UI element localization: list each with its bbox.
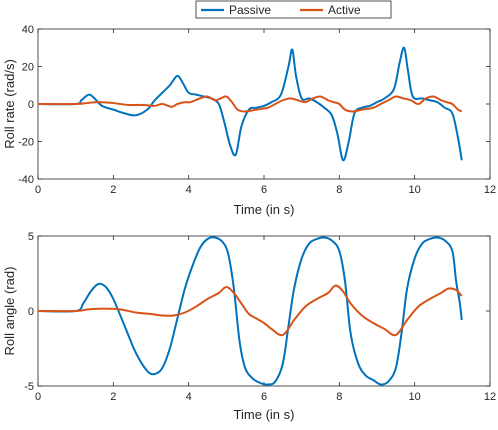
roll-angle-xtick-label: 12 [484,391,496,403]
roll-rate-axes-box [37,28,491,180]
roll-rate-xtick-label: 4 [186,184,192,196]
roll-rate-ylabel: Roll rate (rad/s) [2,59,17,149]
roll-rate-xtick-label: 10 [409,184,421,196]
roll-rate-ytick-label: 20 [22,62,34,74]
roll-angle-series-passive-line [37,236,463,386]
roll-angle-lines [37,236,463,386]
roll-rate-ytick-label: -20 [18,137,34,149]
roll-rate-ytick-label: 0 [28,99,34,111]
legend-label-active: Active [328,3,361,17]
roll-angle-xtick-label: 8 [336,391,342,403]
roll-rate-lines [37,46,463,162]
roll-angle-ytick-label: -5 [24,381,34,393]
roll-angle-ytick-label: 0 [28,306,34,318]
roll-angle-ylabel: Roll angle (rad) [2,267,17,356]
legend-box [195,0,392,19]
roll-rate-xtick-label: 12 [484,184,496,196]
legend: Passive Active [195,0,392,19]
roll-angle-plot: 0 2 4 6 8 10 12-505 Time (in s) Roll angle (ra… [2,231,496,422]
roll-rate-ytick-label: 40 [22,24,34,36]
roll-rate-series-active-line [37,95,463,113]
roll-angle-axes-box [37,235,491,387]
roll-angle-xlabel: Time (in s) [234,407,295,422]
roll-angle-ytick-label: 5 [28,231,34,243]
roll-rate-plot: 0 2 4 6 8 10 12 -40 -20 0 20 40 Time (in s) Roll ra… [2,24,496,217]
roll-angle-xtick-label: 4 [186,391,192,403]
roll-angle-xtick-label: 6 [261,391,267,403]
roll-rate-xtick-label: 6 [261,184,267,196]
roll-rate-series-passive-line [37,46,463,162]
roll-angle-xtick-label: 2 [110,391,116,403]
roll-angle-xtick-label: 0 [35,391,41,403]
roll-rate-xtick-label: 8 [336,184,342,196]
roll-rate-xtick-label: 0 [35,184,41,196]
roll-rate-ticks: 0 2 4 6 8 10 12 -40 -20 0 20 40 [18,24,496,196]
legend-label-passive: Passive [229,3,271,17]
roll-rate-ytick-label: -40 [18,174,34,186]
roll-rate-xlabel: Time (in s) [234,202,295,217]
roll-angle-xtick-label: 10 [409,391,421,403]
roll-rate-xtick-label: 2 [110,184,116,196]
roll-angle-ticks: 0 2 4 6 8 10 12-505 [24,231,496,403]
roll-angle-series-active-line [37,284,463,337]
